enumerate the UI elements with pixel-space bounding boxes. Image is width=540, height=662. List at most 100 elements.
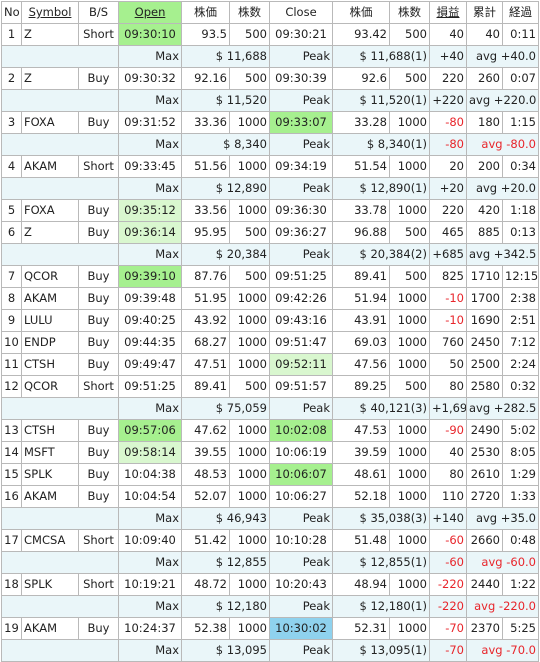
- summary-max-label: Max: [118, 397, 182, 420]
- elapsed-time: 5:02: [502, 419, 539, 442]
- close-quantity: 1000: [389, 529, 430, 552]
- summary-peak-label: Peak: [269, 89, 333, 112]
- open-quantity: 1000: [229, 287, 270, 310]
- profit-loss: -80: [429, 111, 467, 134]
- cumulative-pl: 885: [466, 221, 503, 244]
- summary-peak-value: $ 11,688(1): [332, 45, 430, 68]
- elapsed-time: 0:13: [502, 221, 539, 244]
- summary-peak-value: $ 12,890(1): [332, 177, 430, 200]
- col-header-open[interactable]: Open: [118, 1, 182, 24]
- summary-profit-loss: +140: [429, 507, 467, 530]
- profit-loss: 825: [429, 265, 467, 288]
- col-header-pl[interactable]: 損益: [429, 1, 467, 24]
- close-price: 89.41: [332, 265, 390, 288]
- trade-row: 17 CMCSA Short 10:09:40 51.42 1000 10:10:28 51.…: [1, 529, 539, 552]
- summary-row: Max $ 11,688 Peak $ 11,688(1) +40 avg +40.0: [1, 45, 539, 68]
- open-time: 09:33:45: [118, 155, 182, 178]
- trade-symbol: Z: [21, 221, 79, 244]
- trade-symbol: FOXA: [21, 111, 79, 134]
- open-quantity: 500: [229, 221, 270, 244]
- open-price: 92.16: [181, 67, 230, 90]
- col-header-symbol-label: Symbol: [28, 5, 72, 19]
- close-time: 10:06:19: [269, 441, 333, 464]
- trade-side: Buy: [78, 265, 119, 288]
- close-price: 47.56: [332, 353, 390, 376]
- elapsed-time: 1:15: [502, 111, 539, 134]
- profit-loss: 760: [429, 331, 467, 354]
- trade-no: 6: [1, 221, 22, 244]
- summary-spacer: [1, 243, 119, 266]
- trade-no: 7: [1, 265, 22, 288]
- trade-row: 13 CTSH Buy 09:57:06 47.62 1000 10:02:08 47.53 1…: [1, 419, 539, 442]
- summary-max-label: Max: [118, 551, 182, 574]
- trade-row: 18 SPLK Short 10:19:21 48.72 1000 10:20:43 48.9…: [1, 573, 539, 596]
- summary-max-value: $ 75,059: [181, 397, 270, 420]
- open-quantity: 1000: [229, 485, 270, 508]
- summary-row: Max $ 12,890 Peak $ 12,890(1) +20 avg +20.0: [1, 177, 539, 200]
- summary-peak-value: $ 11,520(1): [332, 89, 430, 112]
- profit-loss: 50: [429, 353, 467, 376]
- close-price: 33.28: [332, 111, 390, 134]
- close-time: 09:30:39: [269, 67, 333, 90]
- profit-loss: 465: [429, 221, 467, 244]
- trade-symbol: SPLK: [21, 463, 79, 486]
- cumulative-pl: 1700: [466, 287, 503, 310]
- trade-no: 2: [1, 67, 22, 90]
- col-header-symbol[interactable]: Symbol: [21, 1, 79, 24]
- header-row: No Symbol B/S Open 株価 株数 Close 株価 株数 損益 …: [1, 1, 539, 24]
- cumulative-pl: 1690: [466, 309, 503, 332]
- summary-peak-label: Peak: [269, 243, 333, 266]
- summary-peak-value: $ 13,095(1): [332, 639, 430, 662]
- open-quantity: 500: [229, 67, 270, 90]
- elapsed-time: 0:07: [502, 67, 539, 90]
- trade-side: Buy: [78, 617, 119, 640]
- trade-side: Buy: [78, 463, 119, 486]
- close-quantity: 1000: [389, 111, 430, 134]
- summary-max-label: Max: [118, 177, 182, 200]
- summary-spacer: [1, 45, 119, 68]
- cumulative-pl: 2720: [466, 485, 503, 508]
- summary-peak-value: $ 35,038(3): [332, 507, 430, 530]
- trade-no: 9: [1, 309, 22, 332]
- trade-row: 16 AKAM Buy 10:04:54 52.07 1000 10:06:27 52.18 1…: [1, 485, 539, 508]
- profit-loss: 110: [429, 485, 467, 508]
- close-quantity: 500: [389, 265, 430, 288]
- summary-spacer: [1, 639, 119, 662]
- profit-loss: -10: [429, 309, 467, 332]
- cumulative-pl: 2490: [466, 419, 503, 442]
- summary-spacer: [1, 397, 119, 420]
- trade-side: Short: [78, 155, 119, 178]
- close-quantity: 1000: [389, 485, 430, 508]
- close-quantity: 1000: [389, 331, 430, 354]
- summary-peak-label: Peak: [269, 177, 333, 200]
- trade-side: Buy: [78, 111, 119, 134]
- trade-no: 5: [1, 199, 22, 222]
- trade-row: 7 QCOR Buy 09:39:10 87.76 500 09:51:25 89.41 500…: [1, 265, 539, 288]
- summary-spacer: [1, 133, 119, 156]
- trade-symbol: FOXA: [21, 199, 79, 222]
- trade-row: 8 AKAM Buy 09:39:48 51.95 1000 09:42:26 51.94 10…: [1, 287, 539, 310]
- open-time: 10:04:54: [118, 485, 182, 508]
- cumulative-pl: 2450: [466, 331, 503, 354]
- close-time: 10:20:43: [269, 573, 333, 596]
- close-quantity: 1000: [389, 353, 430, 376]
- profit-loss: 220: [429, 67, 467, 90]
- open-price: 52.07: [181, 485, 230, 508]
- close-quantity: 500: [389, 67, 430, 90]
- open-time: 09:58:14: [118, 441, 182, 464]
- summary-profit-loss: +20: [429, 177, 467, 200]
- summary-average: avg -220.0: [466, 595, 539, 618]
- summary-peak-label: Peak: [269, 595, 333, 618]
- elapsed-time: 1:33: [502, 485, 539, 508]
- summary-max-value: $ 12,890: [181, 177, 270, 200]
- close-price: 48.94: [332, 573, 390, 596]
- close-time: 09:42:26: [269, 287, 333, 310]
- trade-symbol: MSFT: [21, 441, 79, 464]
- close-price: 51.54: [332, 155, 390, 178]
- trade-side: Buy: [78, 199, 119, 222]
- col-header-elapsed: 経過: [502, 1, 539, 24]
- summary-peak-label: Peak: [269, 133, 333, 156]
- trade-symbol: LULU: [21, 309, 79, 332]
